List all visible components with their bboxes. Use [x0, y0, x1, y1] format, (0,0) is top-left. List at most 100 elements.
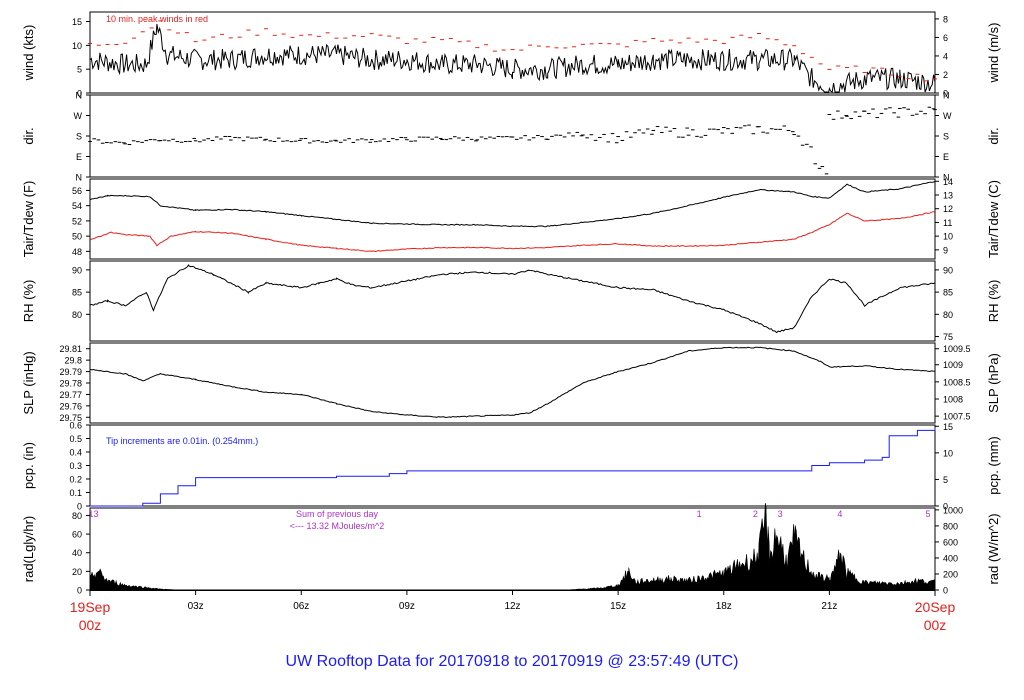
dir-ytick-label-right: N — [943, 173, 950, 183]
wind-ytick-label-left: 10 — [72, 41, 82, 51]
dir-panel-frame — [89, 94, 936, 178]
slp-ytick-label-right: 1008 — [943, 395, 963, 405]
rad-area — [89, 502, 936, 591]
rh-ytick-label-left: 90 — [72, 265, 82, 275]
dir-ytick-label-right: E — [943, 152, 949, 162]
rad-ytick-label-right: 800 — [943, 521, 958, 531]
temp-ylabel-right: Tair/Tdew (C) — [986, 180, 1001, 258]
x-tick-label: 06z — [293, 601, 309, 612]
rad-ytick-label-left: 40 — [72, 548, 82, 558]
rh-ytick-label-right: 90 — [943, 265, 953, 275]
slp-ytick-label-right: 1008.5 — [943, 377, 971, 387]
wind-ytick-label-right: 2 — [943, 70, 948, 80]
rad-day-mark: 5 — [925, 509, 930, 519]
pcp-ytick-label-left: 0.4 — [69, 448, 82, 458]
wind-ytick-label-right: 4 — [943, 51, 948, 61]
rad-ytick-label-left: 0 — [77, 586, 82, 596]
temp-tdew-line — [89, 211, 936, 253]
dir-ytick-label-left: S — [76, 132, 82, 142]
temp-tair-line — [89, 181, 936, 228]
wind-ytick-label-right: 8 — [943, 14, 948, 24]
dir-ytick-label-left: E — [76, 152, 82, 162]
rad-day-mark: 1 — [697, 509, 702, 519]
slp-ytick-label-right: 1009.5 — [943, 344, 971, 354]
x-end-date: 20Sep — [915, 599, 956, 615]
temp-ytick-label-left: 56 — [72, 186, 82, 196]
slp-ytick-label-left: 29.75 — [59, 413, 82, 423]
dir-ytick-label-right: W — [943, 111, 952, 121]
pcp-ytick-label-right: 5 — [943, 475, 948, 485]
rad-ytick-label-right: 600 — [943, 537, 958, 547]
slp-ytick-label-left: 29.8 — [64, 356, 82, 366]
temp-ytick-label-right: 9 — [943, 245, 948, 255]
dir-ylabel-left: dir. — [21, 127, 36, 144]
x-tick-label: 21z — [821, 601, 837, 612]
temp-panel-frame — [89, 178, 936, 260]
rad-sum-title: Sum of previous day — [296, 509, 379, 519]
wind-ytick-label-right: 6 — [943, 33, 948, 43]
dir-ylabel-right: dir. — [986, 127, 1001, 144]
x-tick-label: 15z — [610, 601, 626, 612]
rad-day-mark: 4 — [837, 509, 842, 519]
rh-ytick-label-left: 85 — [72, 288, 82, 298]
rh-ylabel-left: RH (%) — [21, 280, 36, 323]
rh-ytick-label-right: 80 — [943, 310, 953, 320]
pcp-ytick-label-left: 0.1 — [69, 488, 82, 498]
wind-panel-frame — [89, 11, 936, 94]
slp-ylabel-right: SLP (hPa) — [986, 353, 1001, 413]
rad-sum-value: <--- 13.32 MJoules/m^2 — [290, 521, 385, 531]
pcp-ytick-label-left: 0.6 — [69, 421, 82, 431]
pcp-ytick-label-right: 0 — [943, 502, 948, 512]
rh-ytick-label-right: 75 — [943, 332, 953, 342]
wind-annotation: 10 min. peak winds in red — [106, 14, 208, 24]
pcp-annotation: Tip increments are 0.01in. (0.254mm.) — [106, 436, 258, 446]
rad-ytick-label-left: 20 — [72, 567, 82, 577]
x-start-date: 19Sep — [70, 599, 111, 615]
rh-ylabel-right: RH (%) — [986, 280, 1001, 323]
wind-ytick-label-right: 0 — [943, 89, 948, 99]
slp-ytick-label-right: 1009 — [943, 360, 963, 370]
rad-day-mark: 3 — [778, 509, 783, 519]
rad-ytick-label-right: 400 — [943, 553, 958, 563]
dir-ytick-label-left: N — [76, 91, 83, 101]
temp-ytick-label-right: 10 — [943, 232, 953, 242]
dir-ytick-label-right: S — [943, 132, 949, 142]
slp-ytick-label-right: 1007.5 — [943, 412, 971, 422]
wind-ylabel-right: wind (m/s) — [986, 23, 1001, 84]
slp-ytick-label-left: 29.77 — [59, 390, 82, 400]
slp-slp-line — [89, 346, 936, 419]
rad-ytick-label-right: 1000 — [943, 505, 963, 515]
temp-ytick-label-right: 11 — [943, 218, 952, 228]
rad-ytick-label-left: 60 — [72, 530, 82, 540]
temp-ytick-label-left: 52 — [72, 216, 82, 226]
pcp-ylabel-right: pcp. (mm) — [986, 436, 1001, 495]
x-start-hour: 00z — [79, 617, 102, 633]
pcp-line — [90, 427, 936, 507]
slp-ytick-label-left: 29.78 — [59, 379, 82, 389]
wind-ylabel-left: wind (kts) — [21, 25, 36, 82]
rad-ylabel-left: rad(Lgly/hr) — [21, 516, 36, 582]
x-end-hour: 00z — [924, 617, 947, 633]
slp-panel-frame — [89, 342, 936, 424]
pcp-ytick-label-right: 10 — [943, 448, 953, 458]
temp-ylabel-left: Tair/Tdew (F) — [21, 181, 36, 258]
dir-ytick-label-left: N — [76, 173, 83, 183]
x-tick-label: 03z — [188, 601, 204, 612]
pcp-ytick-label-left: 0.5 — [69, 434, 82, 444]
slp-ytick-label-left: 29.76 — [59, 401, 82, 411]
slp-ylabel-left: SLP (inHg) — [21, 351, 36, 414]
dir-ytick-label-right: N — [943, 91, 950, 101]
wind-ytick-label-left: 5 — [77, 65, 82, 75]
rad-ytick-label-right: 0 — [943, 586, 948, 596]
x-tick-label: 18z — [716, 601, 732, 612]
dir-ytick-label-left: W — [74, 111, 83, 121]
temp-ytick-label-right: 13 — [943, 191, 953, 201]
rad-ylabel-right: rad (W/m^2) — [986, 513, 1001, 584]
rh-ytick-label-left: 80 — [72, 310, 82, 320]
temp-ytick-label-left: 50 — [72, 232, 82, 242]
rh-ytick-label-right: 85 — [943, 288, 953, 298]
rad-day-mark: 13 — [89, 509, 99, 519]
pcp-ylabel-left: pcp. (in) — [21, 442, 36, 489]
temp-ytick-label-left: 54 — [72, 201, 82, 211]
